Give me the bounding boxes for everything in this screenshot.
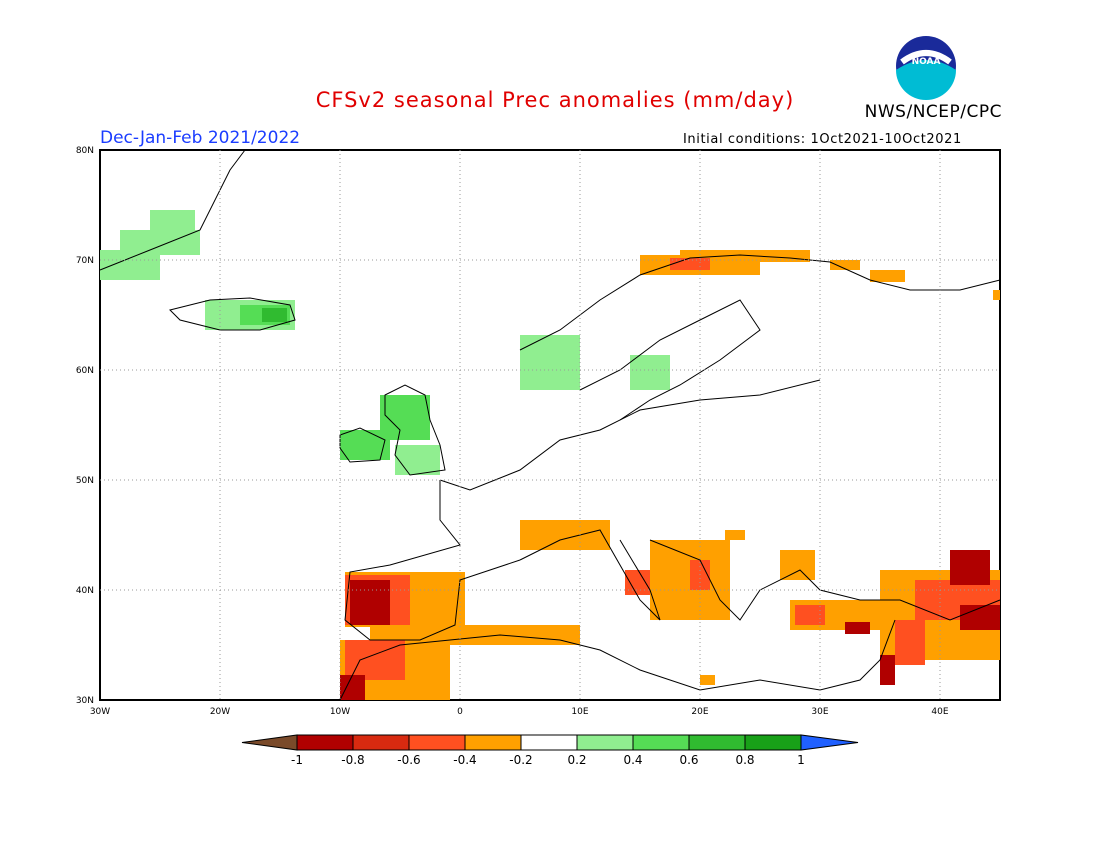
- svg-text:NOAA: NOAA: [912, 57, 941, 67]
- organization-label: NWS/NCEP/CPC: [864, 102, 1002, 122]
- lat-tick: 50N: [76, 476, 94, 486]
- colorbar-swatch: [520, 734, 578, 751]
- colorbar-label: -0.2: [509, 753, 532, 767]
- colorbar-swatch: [296, 734, 354, 751]
- negative-anomaly-areas: [340, 250, 1000, 700]
- lon-tick: 0: [457, 707, 463, 717]
- colorbar-arrow-low: [241, 734, 298, 751]
- colorbar-label: 0.2: [567, 753, 586, 767]
- colorbar: -1 -0.8 -0.6 -0.4 -0.2 0.2 0.4 0.6 0.8 1: [241, 734, 859, 767]
- lon-tick: 20E: [691, 707, 708, 717]
- colorbar-label: -0.6: [397, 753, 420, 767]
- colorbar-swatch: [632, 734, 690, 751]
- lon-tick: 30W: [90, 707, 110, 717]
- lon-tick: 10E: [571, 707, 588, 717]
- season-label: Dec-Jan-Feb 2021/2022: [100, 128, 301, 148]
- lat-tick: 40N: [76, 586, 94, 596]
- lon-tick: 40E: [931, 707, 948, 717]
- noaa-logo: NOAA: [896, 36, 956, 100]
- colorbar-swatch: [352, 734, 410, 751]
- lat-tick: 70N: [76, 256, 94, 266]
- map-title: CFSv2 seasonal Prec anomalies (mm/day): [315, 88, 795, 112]
- coastlines: [99, 149, 1001, 701]
- colorbar-swatch: [688, 734, 746, 751]
- colorbar-swatch: [464, 734, 522, 751]
- colorbar-label: 0.8: [735, 753, 754, 767]
- colorbar-swatch: [576, 734, 634, 751]
- colorbar-arrow-high: [800, 734, 859, 751]
- colorbar-swatch: [408, 734, 466, 751]
- colorbar-swatch: [744, 734, 802, 751]
- initial-conditions-label: Initial conditions: 1Oct2021-10Oct2021: [683, 132, 962, 147]
- colorbar-label: -1: [291, 753, 303, 767]
- colorbar-label: -0.4: [453, 753, 476, 767]
- lat-tick: 80N: [76, 146, 94, 156]
- lat-tick: 30N: [76, 696, 94, 706]
- colorbar-label: 0.6: [679, 753, 698, 767]
- positive-anomaly-areas: [100, 210, 670, 475]
- lon-tick-labels: 30W 20W 10W 0 10E 20E 30E 40E: [90, 707, 949, 717]
- lat-tick: 60N: [76, 366, 94, 376]
- lat-tick-labels: 80N 70N 60N 50N 40N 30N: [76, 146, 94, 706]
- lon-tick: 30E: [811, 707, 828, 717]
- colorbar-label: 1: [797, 753, 805, 767]
- lon-tick: 10W: [330, 707, 350, 717]
- colorbar-label: -0.8: [341, 753, 364, 767]
- colorbar-label: 0.4: [623, 753, 642, 767]
- lon-tick: 20W: [210, 707, 230, 717]
